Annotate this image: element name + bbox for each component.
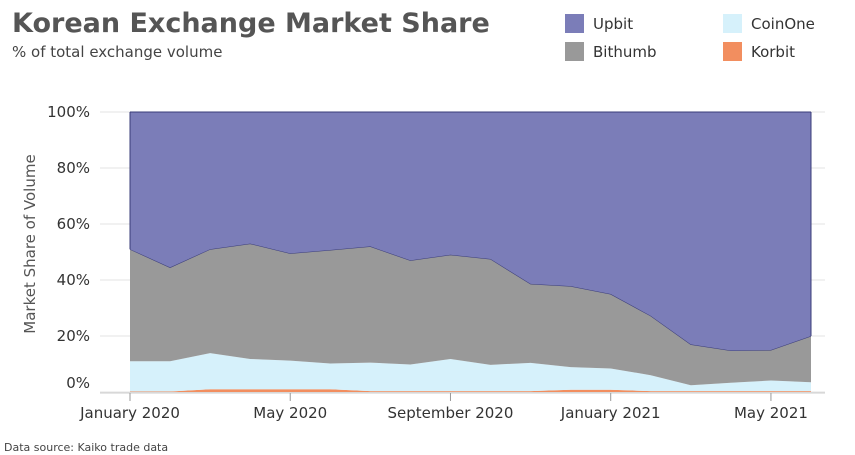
x-tick-label: January 2020	[79, 404, 180, 422]
data-source-note: Data source: Kaiko trade data	[4, 441, 169, 454]
legend-swatch-coinone	[723, 14, 742, 33]
y-axis-title: Market Share of Volume	[21, 154, 39, 333]
legend-item-coinone[interactable]: CoinOne	[723, 14, 815, 33]
x-tick-label: May 2021	[734, 404, 808, 422]
legend-item-korbit[interactable]: Korbit	[723, 42, 795, 61]
x-tick-label: May 2020	[253, 404, 327, 422]
legend-swatch-bithumb	[565, 42, 584, 61]
y-tick-label: 80%	[57, 159, 90, 177]
legend-item-bithumb[interactable]: Bithumb	[565, 42, 657, 61]
area-bithumb[interactable]	[130, 243, 811, 386]
area-coinone[interactable]	[130, 353, 811, 392]
axes: 0% 20% 40% 60% 80% 100% January 2020 May 2020 Se…	[47, 103, 825, 422]
x-tick-label: January 2021	[560, 404, 661, 422]
area-upbit[interactable]	[130, 112, 811, 351]
x-tick-label: September 2020	[388, 404, 514, 422]
area-korbit[interactable]	[130, 389, 811, 392]
legend-label-korbit: Korbit	[751, 42, 796, 61]
chart-title: Korean Exchange Market Share	[12, 8, 490, 39]
y-tick-label: 40%	[57, 271, 90, 289]
y-tick-label: 60%	[57, 215, 90, 233]
area-series	[129, 111, 812, 392]
legend-item-upbit[interactable]: Upbit	[565, 14, 633, 33]
legend: Upbit CoinOne Bithumb Korbit	[565, 14, 855, 70]
y-tick-label: 20%	[57, 327, 90, 345]
y-tick-label: 0%	[66, 374, 90, 392]
legend-swatch-upbit	[565, 14, 584, 33]
legend-label-coinone: CoinOne	[751, 14, 815, 33]
upbit-edge-outline	[129, 112, 812, 336]
legend-label-bithumb: Bithumb	[593, 42, 657, 61]
legend-swatch-korbit	[723, 42, 742, 61]
y-tick-label: 100%	[47, 103, 90, 121]
chart-subtitle: % of total exchange volume	[12, 43, 223, 61]
legend-label-upbit: Upbit	[593, 14, 634, 33]
